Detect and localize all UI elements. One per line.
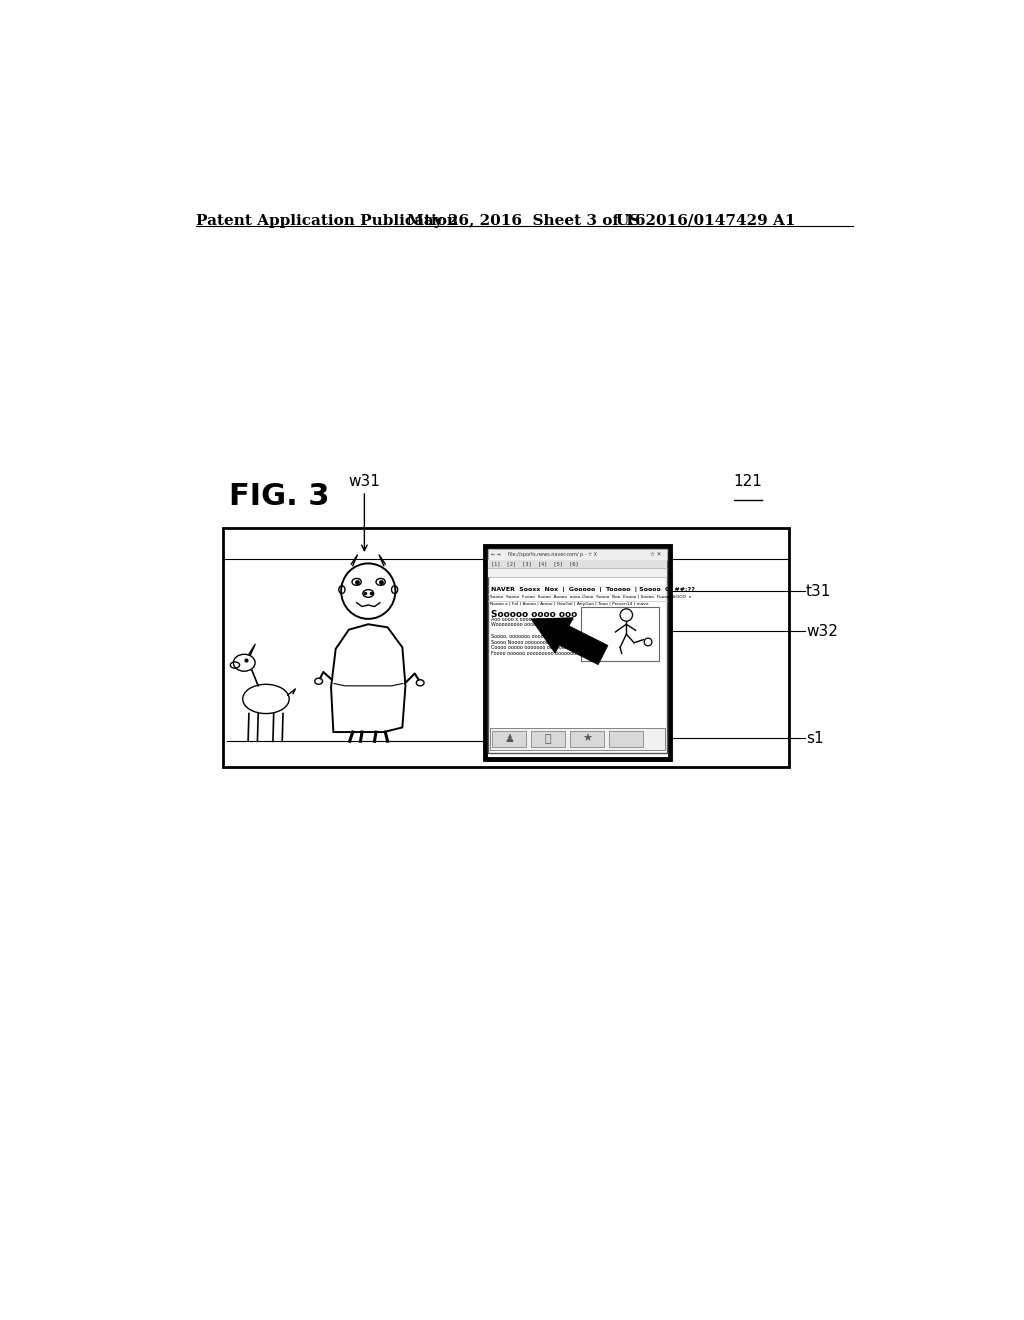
Text: ⚽: ⚽ [545, 734, 551, 744]
Bar [531, 730, 565, 747]
Text: s1: s1 [806, 731, 823, 746]
Text: ← →: ← → [490, 552, 501, 557]
Text: w32: w32 [806, 623, 838, 639]
Text: FIG. 3: FIG. 3 [228, 482, 330, 511]
Bar [223, 528, 790, 767]
Bar [582, 607, 658, 661]
Text: Soooo, ooooooo ooooooooo soooo: Soooo, ooooooo ooooooooo soooo [490, 634, 574, 639]
Text: May 26, 2016  Sheet 3 of 16: May 26, 2016 Sheet 3 of 16 [407, 214, 645, 228]
Bar [488, 549, 667, 560]
Bar [488, 549, 667, 752]
Text: 121: 121 [733, 474, 763, 490]
Text: Coooo ooooo ooooooo ooooooo: Coooo ooooo ooooooo ooooooo [490, 645, 567, 651]
Text: file://sports.news.naver.com/ p - ☆ X: file://sports.news.naver.com/ p - ☆ X [508, 552, 597, 557]
Text: w31: w31 [348, 474, 380, 490]
Text: Aoo oooo x oooo oooo ooooooooo: Aoo oooo x oooo oooo ooooooooo [490, 616, 573, 622]
Bar [485, 545, 670, 759]
Text: ♟: ♟ [504, 734, 514, 744]
Text: US 2016/0147429 A1: US 2016/0147429 A1 [616, 214, 796, 228]
Text: Patent Application Publication: Patent Application Publication [197, 214, 458, 228]
Text: NAVER  Sooxx  Nox  |  Gooooo  |  Tooooo  | Soooo  O  ##:??: NAVER Sooxx Nox | Gooooo | Tooooo | Sooo… [490, 586, 694, 591]
Text: Wooooooooo ooooooooooo ooo: Wooooooooo ooooooooooo ooo [490, 622, 567, 627]
Bar [608, 730, 643, 747]
Text: Sooooo oooo ooo: Sooooo oooo ooo [490, 610, 577, 619]
Text: Foooo oooooo ooooooooo ooooooooo: Foooo oooooo ooooooooo ooooooooo [490, 651, 582, 656]
Bar [493, 730, 526, 747]
Bar [569, 730, 604, 747]
Text: ★: ★ [582, 734, 592, 744]
Text: ☆ ✕: ☆ ✕ [649, 552, 660, 557]
Bar [488, 560, 667, 568]
Text: [1]  [2]  [3]  [4]  [5]  [6]: [1] [2] [3] [4] [5] [6] [490, 562, 579, 566]
Text: Soooo  Soooo  Fxooo  Soooo  Aoooo  oooo-Oooo  Soooo  Boo  Eoooo | Soooo  Foooo  : Soooo Soooo Fxooo Soooo Aoooo oooo-Oooo … [489, 595, 691, 599]
Text: t31: t31 [806, 583, 831, 599]
Text: Soooo Noooo oooooooo ooooo: Soooo Noooo oooooooo ooooo [490, 640, 565, 644]
Bar [488, 568, 667, 577]
Text: Noooo x | Fol | Aoooo | Amoo | HouGol | AnyGoo | Tooo | Presen14 | move: Noooo x | Fol | Aoooo | Amoo | HouGol | … [489, 602, 648, 606]
Polygon shape [531, 618, 608, 665]
Bar [489, 729, 665, 750]
